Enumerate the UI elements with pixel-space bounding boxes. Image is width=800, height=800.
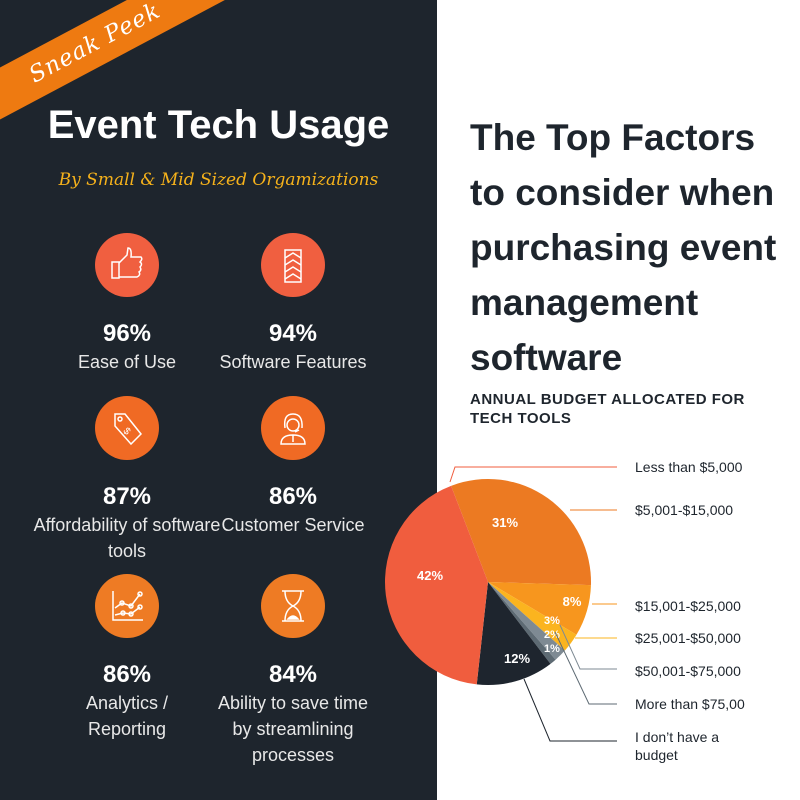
- right-title: The Top Factors to consider when purchas…: [470, 117, 777, 378]
- leader-line: [559, 624, 617, 670]
- legend-label: I don’t have a budget: [635, 729, 720, 763]
- leader-line: [449, 466, 617, 483]
- pie-data-label: 1%: [544, 643, 560, 655]
- stat-affordability: $ 87% Affordability of software tools: [27, 396, 227, 564]
- chevrons-up-icon: [261, 233, 325, 297]
- page-subtitle: By Small & Mid Sized Orgamizations: [58, 170, 379, 190]
- headset-agent-icon: [261, 396, 325, 460]
- pie-data-label: 3%: [544, 615, 560, 627]
- pie-data-label: 31%: [492, 515, 518, 530]
- hourglass-icon: [261, 574, 325, 638]
- thumbs-up-icon: [95, 233, 159, 297]
- pie-data-label: 2%: [544, 629, 560, 641]
- leader-line: [523, 678, 617, 742]
- left-panel: Sneak Peek Event Tech Usage By Small & M…: [0, 0, 437, 800]
- legend-label: $5,001-$15,000: [635, 502, 734, 518]
- leader-line: [554, 631, 617, 705]
- legend-label: Less than $5,000: [635, 459, 743, 475]
- stat-label: Analytics / Reporting: [85, 693, 169, 739]
- stat-value: 96%: [102, 320, 152, 347]
- pie-slice: [451, 479, 591, 586]
- pie-slice: [488, 582, 591, 635]
- pie-data-label: 42%: [417, 568, 443, 583]
- chart-title: ANNUAL BUDGET ALLOCATED FOR TECH TOOLS: [470, 391, 745, 427]
- price-tag-icon: $: [95, 396, 159, 460]
- stat-ease-of-use: 96% Ease of Use: [27, 233, 227, 375]
- pie-data-label: 12%: [504, 651, 530, 666]
- stat-label: Customer Service: [221, 515, 365, 535]
- stat-value: 94%: [268, 320, 318, 347]
- stat-value: 86%: [268, 483, 318, 510]
- legend-label: $50,001-$75,000: [635, 663, 741, 679]
- stat-customer-service: 86% Customer Service: [193, 396, 393, 538]
- stat-software-features: 94% Software Features: [193, 233, 393, 375]
- pie-slice: [488, 582, 556, 664]
- pie-slice: [384, 485, 488, 685]
- stat-save-time: 84% Ability to save time by streamlining…: [193, 574, 393, 768]
- stat-label: Ease of Use: [77, 352, 177, 372]
- stat-analytics: 86% Analytics / Reporting: [27, 574, 227, 742]
- stat-label: Affordability of software tools: [33, 515, 221, 561]
- stat-label: Ability to save time by streamlining pro…: [217, 693, 369, 765]
- page-title: Event Tech Usage: [47, 103, 390, 147]
- legend-label: More than $75,00: [635, 696, 745, 712]
- stat-value: 87%: [102, 483, 152, 510]
- stat-label: Software Features: [219, 352, 367, 372]
- pie-slice: [488, 582, 565, 660]
- line-chart-icon: [95, 574, 159, 638]
- pie-slice: [476, 582, 551, 685]
- pie-data-label: 8%: [563, 594, 582, 609]
- legend-label: $15,001-$25,000: [635, 598, 741, 614]
- stat-value: 84%: [268, 661, 318, 688]
- legend-label: $25,001-$50,000: [635, 630, 741, 646]
- stat-value: 86%: [102, 661, 152, 688]
- pie-slice: [488, 582, 577, 651]
